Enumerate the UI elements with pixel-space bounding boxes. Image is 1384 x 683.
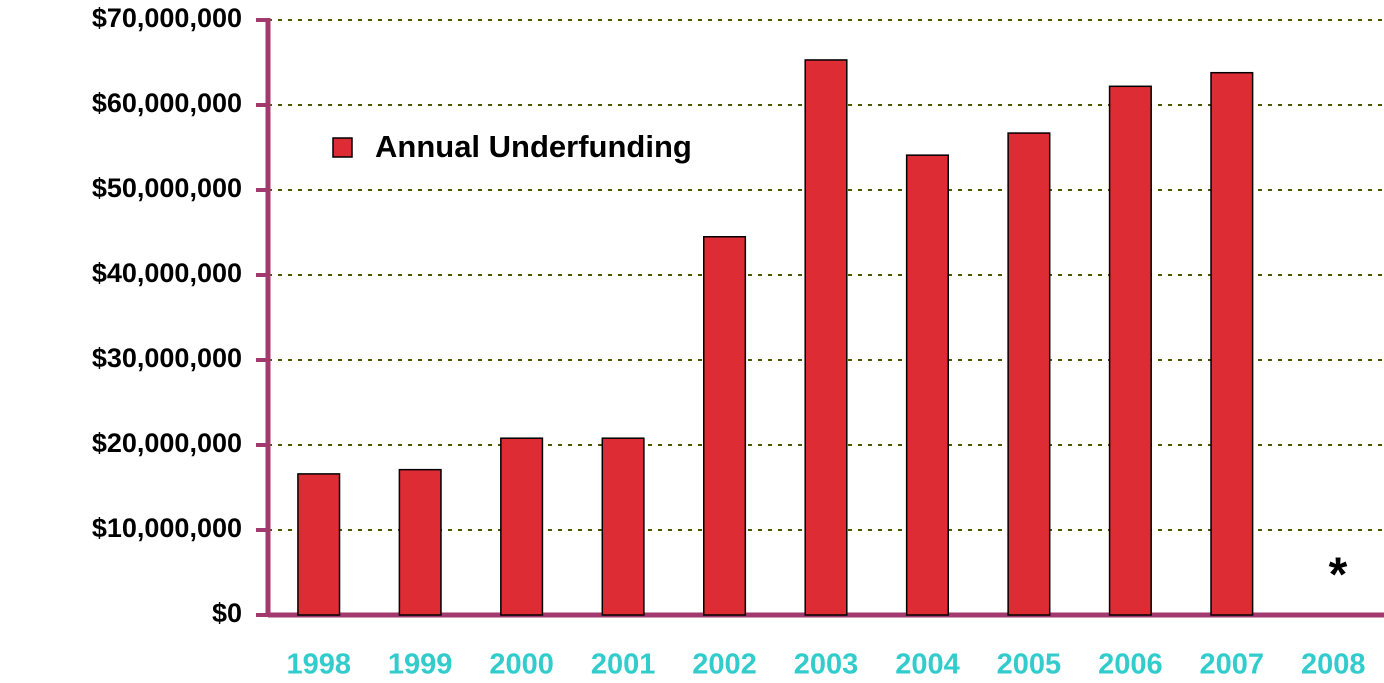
bar [702, 236, 747, 616]
x-tick-label: 2002 [692, 649, 757, 681]
x-tick-label: 2001 [591, 649, 656, 681]
bar [601, 437, 645, 616]
x-tick-label: 1998 [286, 649, 351, 681]
x-tick-label: 2008 [1301, 649, 1366, 681]
y-tick-label: $60,000,000 [92, 88, 242, 118]
x-tick-label: 2005 [997, 649, 1062, 681]
legend-label: Annual Underfunding [375, 129, 692, 164]
y-tick-label: $30,000,000 [92, 343, 242, 373]
bar [905, 154, 950, 616]
x-tick-label: 2007 [1200, 649, 1265, 681]
x-tick-label: 2006 [1098, 649, 1163, 681]
bar [398, 468, 442, 616]
y-tick-label: $50,000,000 [92, 173, 242, 203]
x-tick-label: 2000 [489, 649, 554, 681]
bar [297, 473, 341, 616]
bar [500, 437, 544, 616]
x-tick-label: 2003 [794, 649, 859, 681]
bar [1108, 85, 1152, 616]
bar [1007, 132, 1051, 616]
annotation: * [1329, 549, 1348, 602]
y-tick-label: $0 [212, 598, 242, 628]
y-tick-label: $10,000,000 [92, 513, 242, 543]
x-tick-label: 1999 [388, 649, 453, 681]
bar [1210, 71, 1254, 616]
y-tick-label: $70,000,000 [92, 3, 242, 33]
x-tick-label: 2004 [895, 649, 960, 681]
y-tick-label: $20,000,000 [92, 428, 242, 458]
legend-swatch [332, 137, 353, 158]
y-tick-label: $40,000,000 [92, 258, 242, 288]
bar [804, 59, 848, 616]
